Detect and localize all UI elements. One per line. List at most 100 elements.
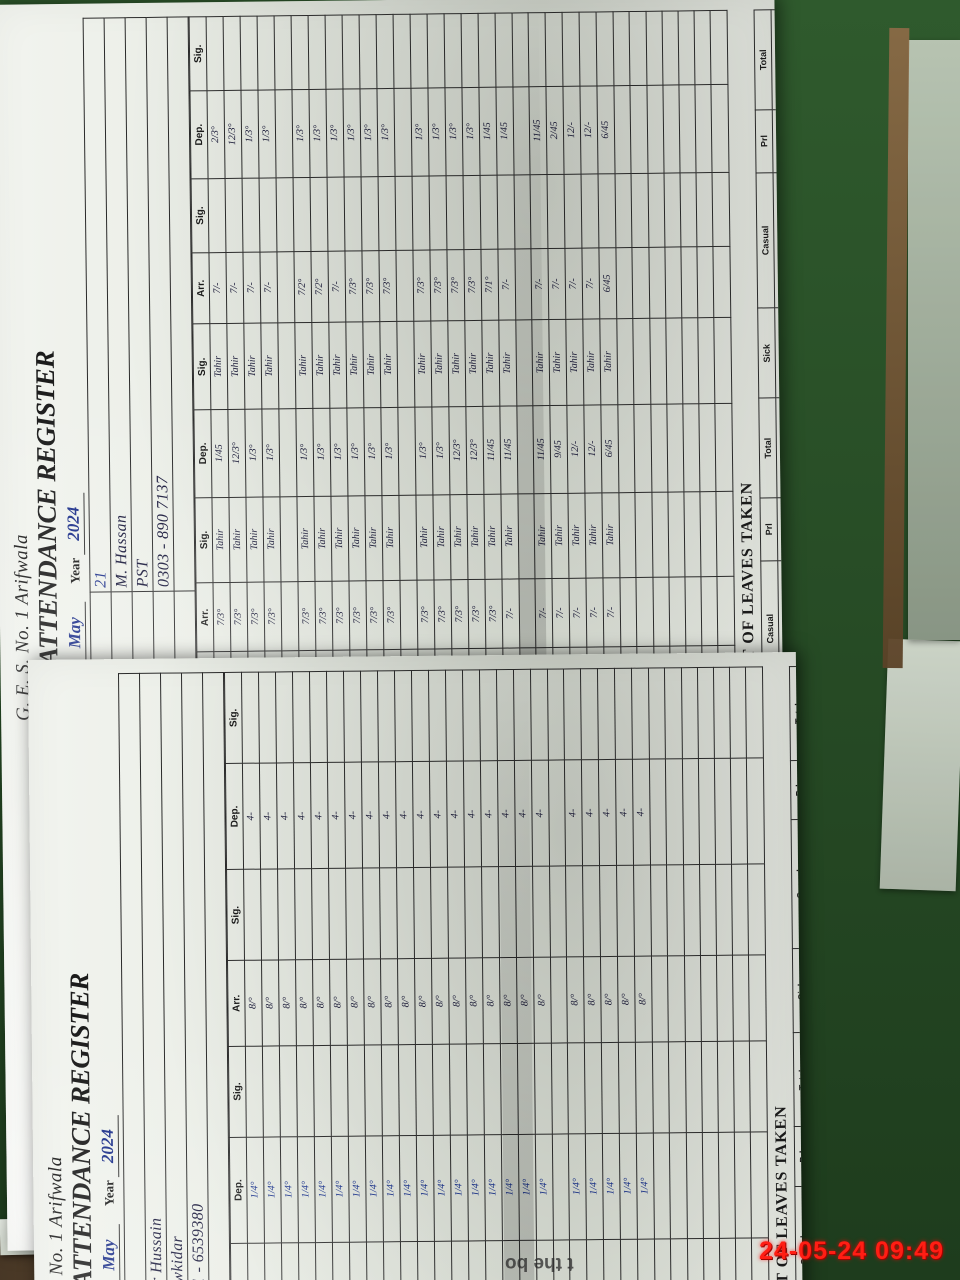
entry-cell[interactable] xyxy=(670,1238,688,1280)
entry-cell[interactable] xyxy=(278,408,297,497)
entry-cell[interactable]: 8/° xyxy=(431,958,450,1045)
entry-cell[interactable]: Tahir xyxy=(531,319,551,406)
entry-cell[interactable] xyxy=(308,15,326,90)
entry-cell[interactable] xyxy=(699,864,717,956)
entry-cell[interactable] xyxy=(264,1242,283,1280)
entry-cell[interactable] xyxy=(293,177,311,252)
entry-cell[interactable] xyxy=(552,1133,570,1241)
entry-cell[interactable]: 1/4° xyxy=(382,1135,401,1242)
entry-cell[interactable] xyxy=(683,864,701,956)
entry-cell[interactable]: 7/- xyxy=(586,577,605,648)
entry-cell[interactable] xyxy=(734,1131,752,1239)
entry-cell[interactable]: Tahir xyxy=(565,319,585,405)
entry-cell[interactable] xyxy=(243,869,262,961)
entry-cell[interactable] xyxy=(206,16,224,91)
entry-cell[interactable] xyxy=(664,246,682,319)
entry-cell[interactable] xyxy=(394,670,413,762)
entry-cell[interactable]: 4- xyxy=(378,761,397,869)
entry-cell[interactable] xyxy=(679,172,698,247)
entry-cell[interactable]: 7/1° xyxy=(480,248,499,321)
entry-cell[interactable] xyxy=(485,1240,504,1280)
entry-cell[interactable] xyxy=(666,865,685,956)
entry-cell[interactable] xyxy=(398,1044,417,1136)
entry-cell[interactable] xyxy=(530,669,549,761)
entry-cell[interactable] xyxy=(296,1045,315,1137)
entry-cell[interactable]: 1/4° xyxy=(314,1135,333,1243)
entry-cell[interactable] xyxy=(362,868,381,960)
entry-cell[interactable] xyxy=(279,1045,298,1137)
entry-cell[interactable] xyxy=(581,173,600,248)
entry-cell[interactable]: 4- xyxy=(598,759,617,866)
entry-cell[interactable] xyxy=(379,868,398,960)
entry-cell[interactable]: 1/4° xyxy=(450,1134,469,1242)
entry-cell[interactable]: 8/° xyxy=(295,959,314,1046)
entry-cell[interactable] xyxy=(665,318,683,404)
entry-cell[interactable] xyxy=(395,176,413,251)
entry-cell[interactable]: Tahir xyxy=(347,495,366,581)
entry-cell[interactable] xyxy=(530,174,549,249)
entry-cell[interactable]: 8/° xyxy=(516,957,535,1044)
entry-cell[interactable]: 8/° xyxy=(566,956,585,1043)
entry-cell[interactable] xyxy=(702,1131,720,1239)
entry-cell[interactable]: 1/4° xyxy=(297,1136,316,1243)
entry-cell[interactable]: 12/- xyxy=(584,404,603,493)
entry-cell[interactable]: 12/- xyxy=(567,404,586,493)
entry-cell[interactable] xyxy=(614,668,633,760)
entry-cell[interactable] xyxy=(637,1238,656,1280)
entry-cell[interactable] xyxy=(597,668,616,760)
entry-cell[interactable] xyxy=(343,671,362,763)
entry-cell[interactable]: 8/° xyxy=(329,959,348,1046)
entry-cell[interactable]: Tahir xyxy=(260,323,279,409)
entry-cell[interactable]: 1/4° xyxy=(636,1132,655,1240)
entry-cell[interactable]: Tahir xyxy=(568,492,587,579)
entry-cell[interactable] xyxy=(630,85,648,174)
entry-cell[interactable]: Tahir xyxy=(209,323,228,410)
entry-cell[interactable] xyxy=(513,669,532,761)
entry-cell[interactable] xyxy=(631,173,649,248)
entry-cell[interactable] xyxy=(359,14,377,89)
entry-cell[interactable]: Tahir xyxy=(551,492,570,579)
entry-cell[interactable] xyxy=(746,757,765,865)
entry-cell[interactable]: 7/3° xyxy=(331,580,350,651)
entry-cell[interactable] xyxy=(667,491,685,577)
entry-cell[interactable]: 7/3° xyxy=(246,581,265,652)
entry-cell[interactable]: 1/4° xyxy=(619,1132,638,1240)
entry-cell[interactable] xyxy=(483,1043,502,1135)
entry-cell[interactable]: 7/- xyxy=(531,248,549,321)
entry-cell[interactable] xyxy=(648,246,666,319)
entry-cell[interactable]: 1/45 xyxy=(210,409,229,498)
entry-cell[interactable]: 7/- xyxy=(552,578,571,648)
entry-cell[interactable] xyxy=(579,11,598,87)
entry-cell[interactable] xyxy=(715,864,733,956)
entry-cell[interactable]: 11/45 xyxy=(499,405,518,494)
entry-cell[interactable] xyxy=(603,1239,622,1280)
entry-cell[interactable] xyxy=(698,403,717,492)
entry-cell[interactable] xyxy=(446,175,464,250)
entry-cell[interactable] xyxy=(534,1042,553,1134)
entry-cell[interactable] xyxy=(330,1044,349,1136)
entry-cell[interactable]: 7/3° xyxy=(416,579,435,650)
entry-cell[interactable] xyxy=(496,669,515,761)
entry-cell[interactable] xyxy=(652,576,670,647)
entry-cell[interactable] xyxy=(223,16,241,91)
entry-cell[interactable]: 1/4° xyxy=(365,1135,384,1242)
entry-cell[interactable]: 7/3° xyxy=(229,582,248,652)
entry-cell[interactable] xyxy=(549,866,567,958)
entry-cell[interactable] xyxy=(733,1040,751,1132)
entry-cell[interactable]: Tahir xyxy=(466,493,485,580)
entry-cell[interactable] xyxy=(665,758,684,866)
entry-cell[interactable]: 7/- xyxy=(501,578,520,649)
entry-cell[interactable]: Tahir xyxy=(364,495,383,581)
entry-cell[interactable] xyxy=(328,868,347,960)
entry-cell[interactable]: 7/- xyxy=(582,247,600,320)
entry-cell[interactable]: Tahir xyxy=(481,320,500,406)
entry-cell[interactable]: 4- xyxy=(327,762,346,869)
entry-cell[interactable] xyxy=(681,667,699,759)
entry-cell[interactable]: 7/- xyxy=(569,577,588,648)
entry-cell[interactable] xyxy=(277,869,296,961)
entry-cell[interactable] xyxy=(514,248,532,321)
entry-cell[interactable] xyxy=(718,1131,736,1239)
entry-cell[interactable]: 8/° xyxy=(244,960,263,1047)
entry-cell[interactable] xyxy=(703,1238,721,1280)
entry-cell[interactable]: 8/° xyxy=(414,958,433,1045)
